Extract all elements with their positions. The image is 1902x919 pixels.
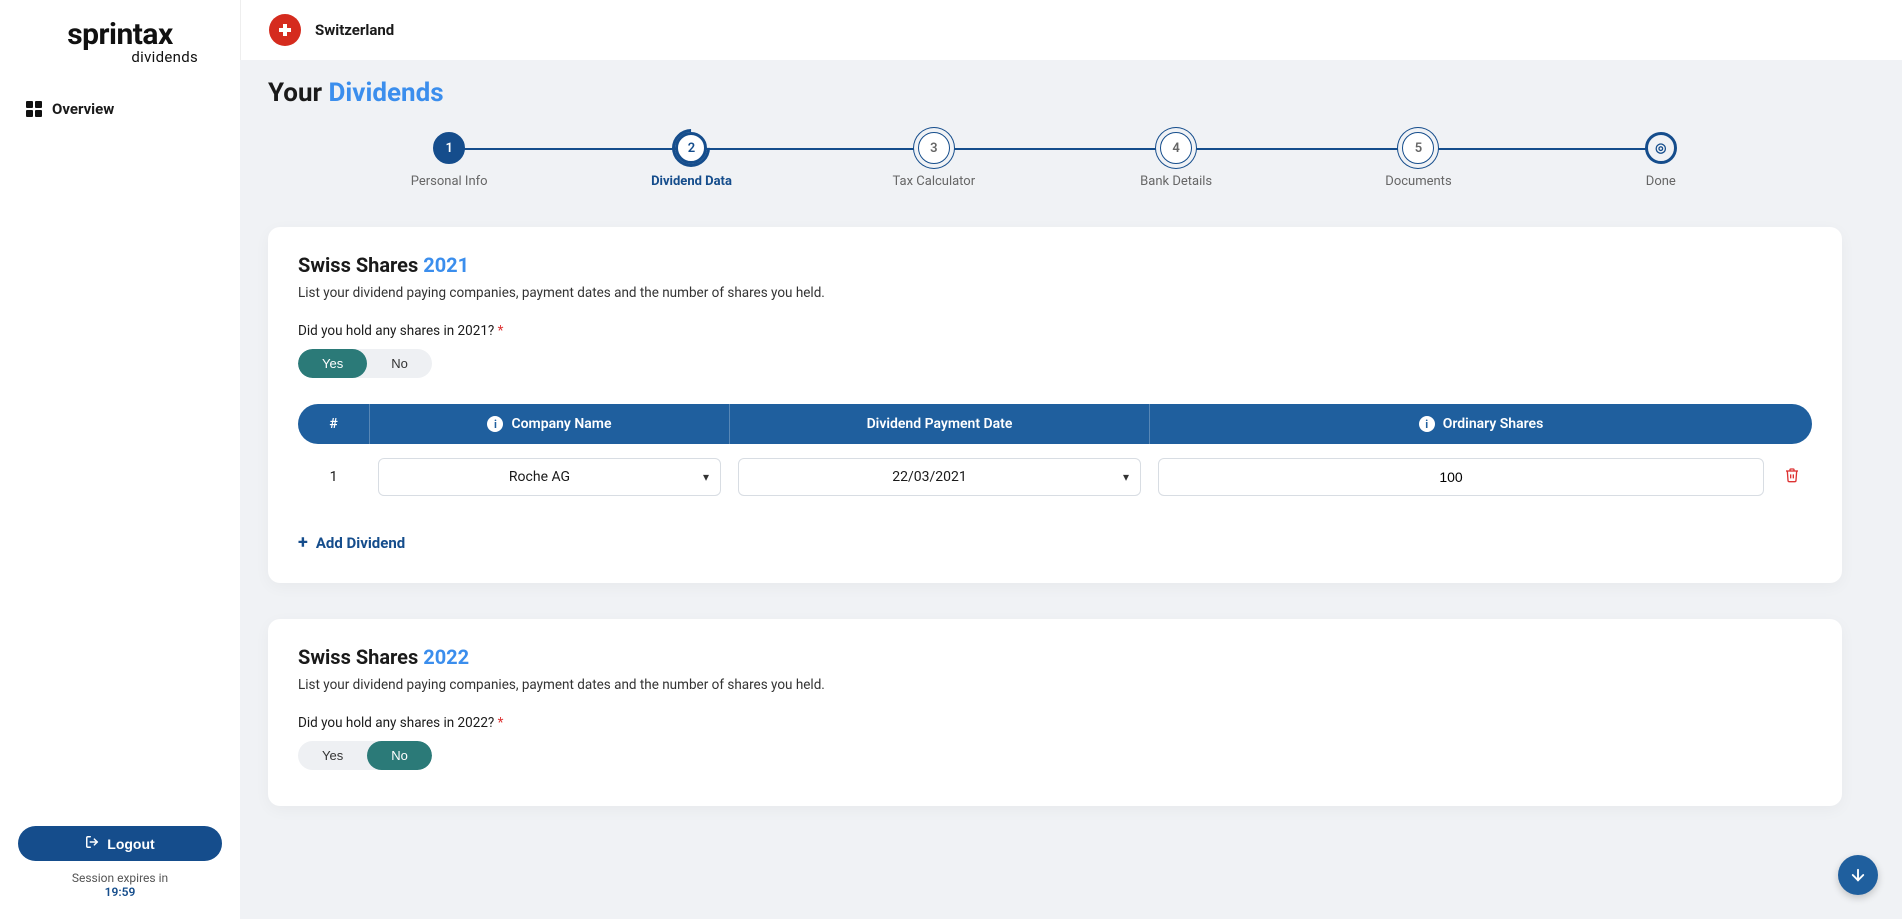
toggle-no-button[interactable]: No [367, 349, 432, 378]
logout-icon [85, 835, 99, 852]
grid-icon [26, 101, 42, 117]
page-title: Your Dividends [268, 78, 1842, 108]
card-title: Swiss Shares 2022 [298, 645, 1812, 669]
page-title-a: Your [268, 78, 329, 108]
step-tax-calculator[interactable]: 3 Tax Calculator [813, 132, 1055, 189]
step-label: Personal Info [411, 174, 488, 189]
question-2021: Did you hold any shares in 2021? * [298, 323, 1812, 339]
topbar: Switzerland [240, 0, 1902, 60]
stepper: 1 Personal Info 2 Dividend Data 3 Tax Ca… [268, 118, 1842, 199]
step-circle: 5 [1402, 132, 1434, 164]
question-text: Did you hold any shares in 2021? [298, 323, 498, 339]
step-circle: 4 [1160, 132, 1192, 164]
info-icon[interactable]: i [1419, 416, 1435, 432]
session-time: 19:59 [105, 885, 136, 899]
toggle-yes-button[interactable]: Yes [298, 349, 367, 378]
step-personal-info[interactable]: 1 Personal Info [328, 132, 570, 189]
th-company: i Company Name [370, 404, 730, 444]
step-label: Dividend Data [651, 174, 732, 189]
card-subtitle: List your dividend paying companies, pay… [298, 677, 1812, 693]
card-2022: Swiss Shares 2022 List your dividend pay… [268, 619, 1842, 806]
step-circle: 2 [675, 132, 707, 164]
date-select[interactable]: 22/03/2021 [738, 458, 1141, 496]
country-name: Switzerland [315, 21, 394, 39]
scroll-down-button[interactable] [1838, 855, 1878, 895]
toggle-2022: Yes No [298, 741, 432, 770]
plus-icon: + [298, 532, 308, 553]
card-title-text: Swiss Shares [298, 645, 423, 669]
card-title: Swiss Shares 2021 [298, 253, 1812, 277]
step-circle: 1 [433, 132, 465, 164]
step-circle: 3 [918, 132, 950, 164]
th-number: # [298, 404, 370, 444]
session-label: Session expires in [72, 871, 168, 885]
table-header: # i Company Name Dividend Payment Date i… [298, 404, 1812, 444]
sidebar: sprintax dividends Overview Logout Sessi… [0, 0, 240, 919]
step-bank-details[interactable]: 4 Bank Details [1055, 132, 1297, 189]
step-label: Documents [1385, 174, 1451, 189]
step-documents[interactable]: 5 Documents [1297, 132, 1539, 189]
main-area: Switzerland Your Dividends 1 Personal In… [240, 0, 1902, 919]
step-label: Bank Details [1140, 174, 1212, 189]
card-title-year: 2022 [423, 645, 469, 669]
th-shares-label: Ordinary Shares [1443, 416, 1544, 432]
step-circle: ◎ [1645, 132, 1677, 164]
required-mark: * [498, 323, 504, 339]
cell-number: 1 [298, 469, 370, 485]
card-2021: Swiss Shares 2021 List your dividend pay… [268, 227, 1842, 583]
card-title-year: 2021 [423, 253, 469, 277]
step-done[interactable]: ◎ Done [1540, 132, 1782, 189]
th-company-label: Company Name [511, 416, 611, 432]
brand-name: sprinta [67, 17, 158, 52]
question-text: Did you hold any shares in 2022? [298, 715, 498, 731]
page-title-b: Dividends [329, 78, 444, 108]
company-select[interactable]: Roche AG [378, 458, 721, 496]
brand-logo: sprintax dividends [0, 20, 240, 66]
th-date: Dividend Payment Date [730, 404, 1150, 444]
step-label: Done [1646, 174, 1676, 189]
table-row: 1 Roche AG ▾ 22/03/2021 ▾ [298, 444, 1812, 500]
delete-row-button[interactable] [1784, 467, 1800, 487]
session-expiry: Session expires in 19:59 [18, 871, 222, 899]
add-dividend-label: Add Dividend [316, 534, 405, 552]
nav-overview-label: Overview [52, 100, 114, 118]
swiss-flag-icon [269, 14, 301, 46]
shares-input[interactable] [1158, 458, 1764, 496]
card-title-text: Swiss Shares [298, 253, 423, 277]
logout-label: Logout [107, 836, 154, 852]
required-mark: * [498, 715, 504, 731]
toggle-2021: Yes No [298, 349, 432, 378]
card-subtitle: List your dividend paying companies, pay… [298, 285, 1812, 301]
step-dividend-data[interactable]: 2 Dividend Data [570, 132, 812, 189]
question-2022: Did you hold any shares in 2022? * [298, 715, 1812, 731]
toggle-no-button[interactable]: No [367, 741, 432, 770]
add-dividend-button[interactable]: + Add Dividend [298, 532, 1812, 553]
info-icon[interactable]: i [487, 416, 503, 432]
step-label: Tax Calculator [893, 174, 976, 189]
toggle-yes-button[interactable]: Yes [298, 741, 367, 770]
brand-x: x [158, 17, 173, 52]
dividends-table: # i Company Name Dividend Payment Date i… [298, 404, 1812, 500]
nav-overview[interactable]: Overview [0, 90, 240, 128]
logout-button[interactable]: Logout [18, 826, 222, 861]
th-shares: i Ordinary Shares [1150, 404, 1812, 444]
